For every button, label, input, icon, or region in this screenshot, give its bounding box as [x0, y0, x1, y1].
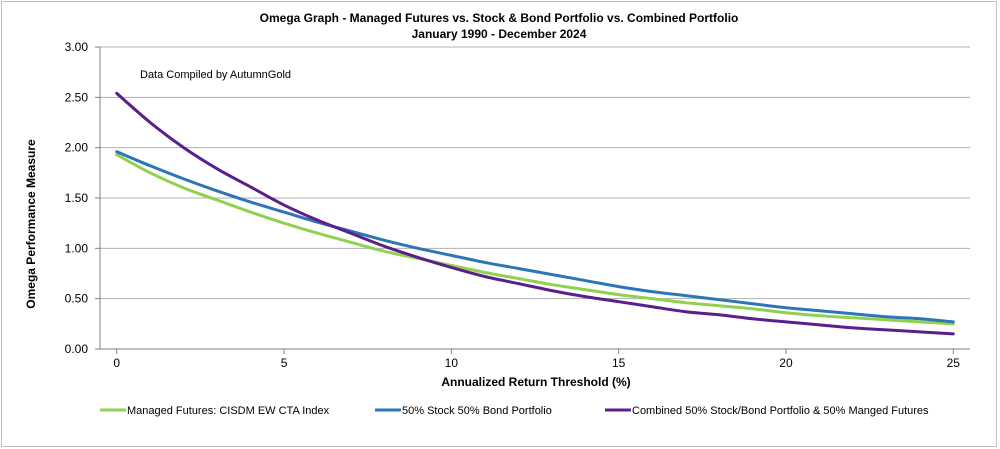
- gridlines: [99, 46, 970, 350]
- legend-label: 50% Stock 50% Bond Portfolio: [402, 405, 552, 417]
- y-tick-label: 2.50: [65, 90, 89, 104]
- y-tick-label: 2.00: [65, 141, 89, 155]
- series-line-managed-futures: [115, 153, 955, 326]
- x-tick-label: 25: [947, 356, 961, 370]
- legend-label: Combined 50% Stock/Bond Portfolio & 50% …: [632, 405, 929, 417]
- x-axis-title: Annualized Return Threshold (%): [441, 375, 630, 389]
- x-tick-label: 10: [445, 356, 459, 370]
- x-axis-ticks: 0 5 10 15 20 25: [113, 349, 960, 370]
- series-lines: [115, 91, 955, 336]
- y-tick-label: 0.50: [65, 292, 89, 306]
- y-tick-label: 1.50: [65, 191, 89, 205]
- x-tick-label: 5: [281, 356, 288, 370]
- series-line-combined: [115, 91, 955, 336]
- chart-subtitle: January 1990 - December 2024: [412, 27, 587, 41]
- x-tick-label: 15: [612, 356, 626, 370]
- legend-item-managed-futures: Managed Futures: CISDM EW CTA Index: [100, 405, 330, 417]
- x-tick-label: 0: [113, 356, 120, 370]
- legend-item-combined: Combined 50% Stock/Bond Portfolio & 50% …: [605, 405, 929, 417]
- x-tick-label: 20: [779, 356, 793, 370]
- y-axis-title: Omega Performance Measure: [24, 139, 38, 309]
- legend-label: Managed Futures: CISDM EW CTA Index: [127, 405, 330, 417]
- legend-item-stock-bond: 50% Stock 50% Bond Portfolio: [375, 405, 552, 417]
- series-line-stock-bond: [115, 150, 955, 324]
- y-tick-label: 3.00: [65, 40, 89, 54]
- y-tick-label: 0.00: [65, 342, 89, 356]
- y-tick-label: 1.00: [65, 241, 89, 255]
- legend: Managed Futures: CISDM EW CTA Index 50% S…: [100, 405, 929, 417]
- data-source-annotation: Data Compiled by AutumnGold: [140, 69, 291, 81]
- y-axis-ticks: 0.00 0.50 1.00 1.50 2.00 2.50 3.00: [65, 40, 100, 356]
- chart-title: Omega Graph - Managed Futures vs. Stock …: [260, 11, 739, 25]
